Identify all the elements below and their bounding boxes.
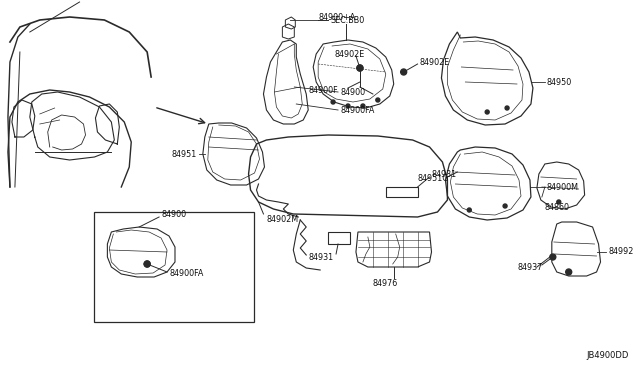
Text: 84860: 84860 — [545, 202, 570, 212]
Circle shape — [557, 200, 561, 204]
Text: 84900: 84900 — [161, 209, 186, 218]
Circle shape — [376, 98, 380, 102]
Bar — [95, 212, 253, 322]
Text: SEC.BB0: SEC.BB0 — [330, 16, 364, 25]
Text: 84951G: 84951G — [417, 173, 449, 183]
Circle shape — [144, 261, 150, 267]
Text: 84976: 84976 — [373, 279, 398, 288]
Circle shape — [467, 208, 471, 212]
Text: 84931: 84931 — [308, 253, 333, 263]
Circle shape — [357, 65, 363, 71]
Circle shape — [503, 204, 507, 208]
Text: 84902E: 84902E — [334, 49, 364, 58]
Text: 84900F: 84900F — [308, 86, 338, 94]
Text: 84900FA: 84900FA — [169, 269, 204, 279]
Text: 84902M: 84902M — [266, 215, 299, 224]
Text: 84902E: 84902E — [420, 58, 450, 67]
Text: 84900: 84900 — [340, 87, 365, 96]
Circle shape — [357, 65, 363, 71]
Circle shape — [550, 254, 556, 260]
Text: 84900FA: 84900FA — [340, 106, 374, 115]
Circle shape — [361, 104, 365, 108]
Text: 84931: 84931 — [431, 170, 456, 179]
Text: 84951: 84951 — [171, 150, 196, 158]
Text: 84950: 84950 — [547, 77, 572, 87]
Circle shape — [566, 269, 572, 275]
Text: 84900+A: 84900+A — [318, 13, 355, 22]
Circle shape — [505, 106, 509, 110]
Text: 84900M: 84900M — [547, 183, 579, 192]
Text: JB4900DD: JB4900DD — [586, 351, 628, 360]
Circle shape — [485, 110, 489, 114]
Circle shape — [144, 261, 150, 267]
Circle shape — [346, 104, 350, 108]
Circle shape — [401, 69, 406, 75]
Text: 84937: 84937 — [517, 263, 542, 273]
Text: 84992: 84992 — [609, 247, 634, 257]
Circle shape — [331, 100, 335, 104]
